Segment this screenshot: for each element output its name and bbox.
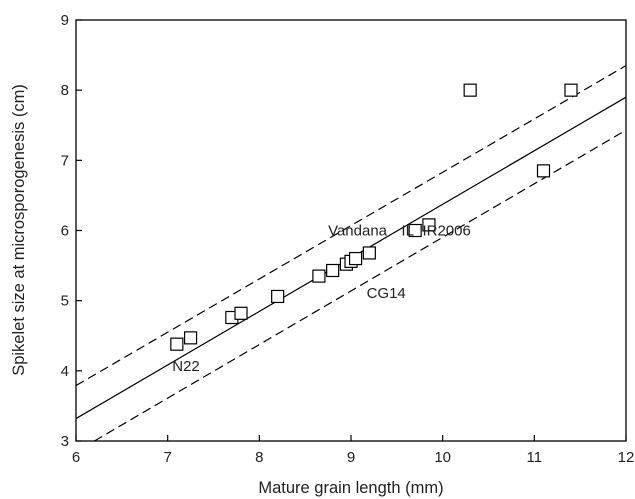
y-tick-label: 5 (61, 293, 69, 310)
data-point (408, 223, 422, 238)
x-tick-label: 8 (255, 449, 263, 466)
data-point (170, 337, 184, 351)
data-point (564, 83, 578, 97)
data-point (362, 246, 376, 260)
data-point (348, 251, 363, 266)
point-label: N22 (172, 358, 200, 375)
x-tick-label: 12 (618, 449, 635, 466)
confidence-bands (75, 65, 627, 442)
data-point (422, 218, 436, 232)
point-label: IL (401, 222, 414, 239)
data-point (271, 289, 285, 304)
point-label: Vandana (328, 222, 388, 239)
x-tick-label: 9 (347, 449, 355, 466)
y-tick-label: 3 (61, 433, 69, 450)
point-label: IR2006 (423, 222, 471, 239)
point-annotations: N22 Vandana IL IR2006 CG14 (172, 222, 471, 374)
y-tick-label: 9 (61, 12, 69, 29)
y-tick-label: 7 (61, 152, 69, 169)
y-axis-title: Spikelet size at microsporogenesis (cm) (10, 84, 28, 376)
y-tick-label: 8 (61, 82, 69, 99)
y-tick-label: 4 (61, 363, 69, 380)
x-tick-label: 7 (163, 449, 171, 466)
x-tick-label: 6 (72, 449, 80, 466)
ci-lower-line (94, 129, 627, 442)
data-point (183, 331, 198, 345)
data-point (463, 83, 477, 97)
x-axis-title: Mature grain length (mm) (258, 479, 443, 497)
x-tick-label: 10 (434, 449, 451, 466)
axis-ticks: 6 7 8 9 10 11 12 3 4 5 6 7 8 9 (61, 12, 635, 466)
data-point (234, 306, 248, 320)
ci-upper-line (75, 65, 627, 387)
point-label: CG14 (367, 285, 406, 302)
data-point (326, 263, 340, 278)
data-points (170, 83, 578, 351)
data-point (536, 164, 551, 178)
data-point (312, 269, 326, 283)
x-tick-label: 11 (527, 449, 543, 466)
y-tick-label: 6 (61, 223, 69, 240)
